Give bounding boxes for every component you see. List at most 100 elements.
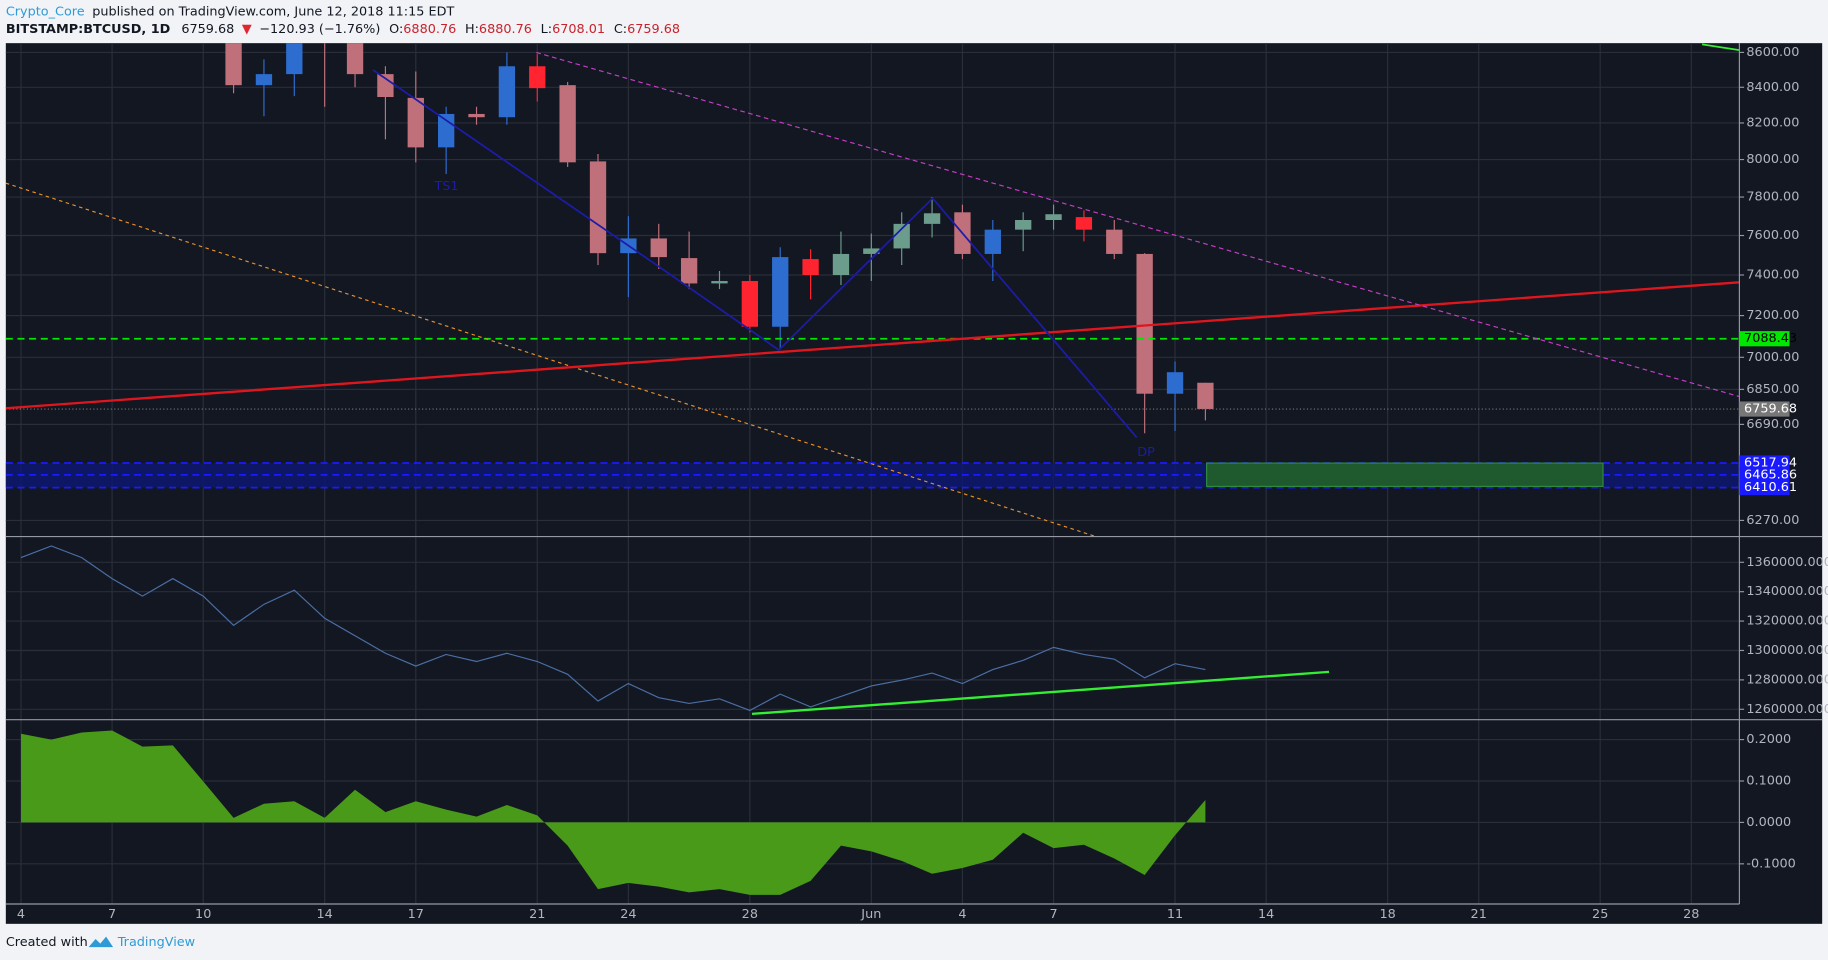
logo [88, 936, 114, 948]
target-zone [1206, 462, 1604, 487]
header-line-2: BITSTAMP:BTCUSD, 1D 6759.68 ▼ −120.93 (−… [6, 22, 680, 37]
x-tick-label: 21 [529, 907, 545, 922]
y-tick-label: 0.2000 [1746, 732, 1791, 747]
trend-line [1701, 43, 1740, 52]
candle-body [680, 258, 698, 284]
y-tick-label: -0.1000 [1746, 856, 1795, 871]
ohlc-label: O: [389, 22, 403, 37]
candle-body [468, 113, 485, 118]
y-tick-label: 8000.00 [1746, 152, 1799, 167]
x-tick-label: 7 [1049, 907, 1057, 922]
y-tick-label: 1280000.0000 [1746, 672, 1828, 687]
candle-body [1136, 253, 1153, 394]
direction: ▼ [242, 22, 252, 37]
footer-text: Created with [6, 935, 88, 950]
x-tick-label: 25 [1592, 907, 1608, 922]
x-tick-label: 4 [17, 907, 25, 922]
ohlc-value: 6880.76 [479, 22, 532, 37]
indicator-line [20, 545, 1206, 712]
y-tick-label: 7000.00 [1746, 350, 1799, 365]
candle-body [1045, 214, 1062, 221]
axis-labels: 4 7 10 14 17 21 24 28 Jun 4 7 11 14 18 21 25 28 6270.00 66… [17, 45, 1828, 922]
level-label: 6517.94 [1744, 455, 1797, 470]
level-label-box [1739, 331, 1790, 347]
footer-brand[interactable]: TradingView [117, 935, 195, 950]
candle-body [589, 161, 607, 254]
ohlc-value: 6759.68 [627, 22, 680, 37]
last-price: 6759.68 [181, 22, 234, 37]
candle-body [559, 85, 576, 163]
y-tick-label: 8400.00 [1746, 80, 1799, 95]
x-tick-label: 24 [620, 907, 636, 922]
candle-body [923, 213, 941, 224]
y-tick-label: 0.0000 [1746, 815, 1791, 830]
x-tick-label: 14 [1258, 907, 1274, 922]
symbol: BITSTAMP:BTCUSD, 1D [6, 22, 170, 37]
trend-line [536, 51, 1740, 398]
ohlc-value: 6708.01 [552, 22, 605, 37]
x-tick-label: Jun [860, 907, 881, 922]
candle-body [498, 66, 516, 118]
level-label: 6465.86 [1744, 467, 1797, 482]
annotation: DP [1137, 445, 1155, 460]
candle-body [529, 66, 546, 89]
ohlc-label: L: [541, 22, 552, 37]
level-label: 7088.43 [1744, 331, 1797, 346]
level-label-box [1739, 467, 1790, 483]
candle-body [1015, 220, 1032, 230]
level-label-box [1739, 455, 1790, 471]
candles [225, 43, 1214, 434]
y-tick-label: 7400.00 [1746, 268, 1799, 283]
indicator-area [20, 730, 1206, 895]
y-tick-label: 7600.00 [1746, 228, 1799, 243]
annotation: TS1 [433, 179, 458, 194]
trend-line [751, 670, 1330, 716]
x-tick-label: 14 [317, 907, 333, 922]
candle-body [1166, 372, 1184, 394]
candle-body [741, 281, 759, 327]
candle-body [832, 253, 850, 276]
y-tick-label: 1260000.0000 [1746, 702, 1828, 717]
y-tick-label: 7800.00 [1746, 190, 1799, 205]
x-tick-label: 18 [1379, 907, 1395, 922]
author[interactable]: Crypto_Core [6, 4, 85, 19]
candle-body [711, 281, 728, 284]
x-tick-label: 21 [1471, 907, 1487, 922]
candle-body [802, 259, 819, 276]
candle-body [377, 74, 394, 98]
y-tick-label: 1300000.0000 [1746, 643, 1828, 658]
x-tick-label: 7 [108, 907, 116, 922]
candle-body [984, 229, 1001, 254]
y-tick-label: 1320000.0000 [1746, 614, 1828, 629]
x-tick-label: 11 [1167, 907, 1183, 922]
y-tick-label: 7200.00 [1746, 308, 1799, 323]
y-tick-label: 0.1000 [1746, 774, 1791, 789]
ohlc-value: 6880.76 [403, 22, 456, 37]
candle-body [225, 43, 242, 86]
data-layer [5, 43, 1740, 895]
y-tick-label: 6850.00 [1746, 382, 1799, 397]
x-tick-label: 4 [958, 907, 966, 922]
level-label-box [1739, 479, 1790, 496]
published: published on TradingView.com, June 12, 2… [92, 4, 454, 19]
candle-body [1197, 382, 1214, 410]
y-tick-label: 6270.00 [1746, 513, 1799, 528]
y-tick-label: 1360000.0000 [1746, 555, 1828, 570]
ohlc-label: C: [614, 22, 627, 37]
y-tick-label: 1340000.0000 [1746, 584, 1828, 599]
x-tick-label: 17 [408, 907, 424, 922]
candle-body [893, 223, 910, 249]
level-label: 6410.61 [1744, 480, 1797, 495]
drawings: TS1 DP [5, 43, 1740, 716]
candle-body [407, 97, 424, 148]
level-label-box [1739, 401, 1790, 417]
ohlc-label: H: [465, 22, 479, 37]
candle-body [863, 248, 880, 254]
candle-body [437, 113, 455, 148]
trend-line [5, 182, 1097, 538]
candle-body [255, 74, 273, 86]
x-tick-label: 10 [195, 907, 211, 922]
candle-body [286, 43, 303, 75]
